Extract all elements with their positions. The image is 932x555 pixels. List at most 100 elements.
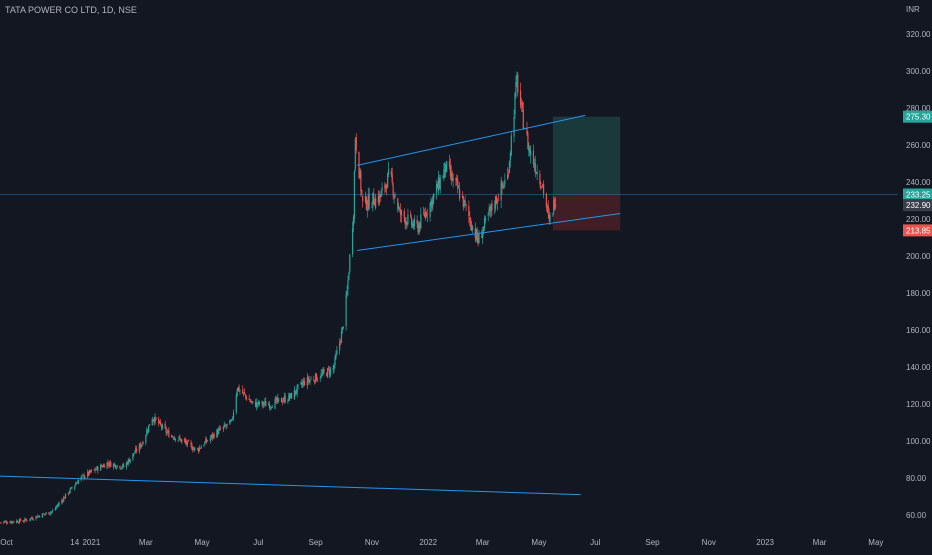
candle-up bbox=[140, 445, 142, 448]
candle-up bbox=[120, 468, 122, 470]
candle-up bbox=[533, 165, 535, 167]
candle-down bbox=[362, 195, 364, 201]
candle-up bbox=[329, 368, 332, 376]
candle-up bbox=[134, 452, 136, 454]
x-tick-label: Oct bbox=[0, 538, 13, 547]
candle-down bbox=[339, 341, 342, 343]
target-price-label: 275.30 bbox=[906, 113, 931, 122]
loss-zone[interactable] bbox=[552, 194, 621, 231]
candle-up bbox=[116, 465, 118, 468]
candle-down bbox=[76, 482, 79, 484]
candle-down bbox=[426, 214, 428, 215]
candle-up bbox=[321, 373, 323, 375]
candle-down bbox=[22, 521, 24, 522]
candle-up bbox=[349, 254, 351, 272]
candle-up bbox=[429, 203, 431, 217]
candle-up bbox=[80, 476, 82, 481]
candle-up bbox=[146, 430, 148, 436]
candle-up bbox=[63, 497, 65, 502]
candle-down bbox=[469, 217, 471, 220]
candle-down bbox=[155, 417, 157, 420]
candle-up bbox=[232, 412, 235, 420]
candle-up bbox=[407, 214, 409, 225]
candle-up bbox=[216, 429, 218, 438]
candle-up bbox=[483, 218, 486, 228]
candle-down bbox=[373, 194, 375, 205]
candle-down bbox=[62, 500, 64, 502]
candle-down bbox=[390, 171, 392, 175]
candle-down bbox=[471, 225, 473, 231]
candle-up bbox=[319, 378, 321, 380]
channel-upper-line[interactable] bbox=[357, 114, 586, 166]
profit-zone[interactable] bbox=[552, 116, 621, 195]
candle-up bbox=[288, 394, 290, 401]
candle-down bbox=[83, 474, 85, 478]
candle-up bbox=[132, 453, 134, 460]
candle-up bbox=[433, 193, 435, 199]
candle-up bbox=[4, 521, 6, 523]
candle-up bbox=[205, 438, 207, 443]
candle-down bbox=[470, 218, 472, 226]
candle-down bbox=[417, 224, 419, 233]
candle-up bbox=[75, 483, 77, 486]
long-trendline[interactable] bbox=[0, 475, 581, 496]
candle-up bbox=[275, 398, 277, 400]
candle-down bbox=[497, 200, 499, 202]
candle-down bbox=[468, 206, 470, 216]
candle-up bbox=[16, 520, 18, 523]
candle-up bbox=[515, 81, 517, 96]
candle-down bbox=[449, 166, 451, 176]
candle-up bbox=[385, 184, 387, 189]
candle-up bbox=[378, 193, 380, 204]
candle-up bbox=[203, 445, 205, 446]
candle-up bbox=[181, 439, 183, 442]
candle-down bbox=[123, 464, 125, 468]
x-tick-label: Mar bbox=[139, 538, 153, 547]
candle-up bbox=[3, 521, 5, 523]
candle-down bbox=[251, 401, 253, 402]
candle-up bbox=[371, 206, 373, 208]
candle-down bbox=[108, 464, 110, 466]
x-tick-label: Sep bbox=[645, 538, 660, 547]
candle-up bbox=[364, 195, 367, 203]
candle-up bbox=[193, 448, 195, 451]
candle-up bbox=[366, 206, 368, 211]
candle-up bbox=[514, 93, 516, 115]
candle-down bbox=[26, 519, 28, 521]
candle-up bbox=[96, 466, 98, 470]
candle-down bbox=[456, 178, 458, 182]
channel-lower-line[interactable] bbox=[357, 212, 621, 251]
y-tick-label: 260.00 bbox=[906, 141, 931, 150]
candle-down bbox=[103, 464, 105, 468]
x-tick-label: May bbox=[531, 538, 546, 547]
x-tick-label: Nov bbox=[702, 538, 716, 547]
candle-up bbox=[166, 432, 168, 434]
candle-up bbox=[237, 387, 239, 391]
candle-up bbox=[418, 224, 420, 234]
y-tick-label: 280.00 bbox=[906, 104, 931, 113]
candle-up bbox=[200, 446, 202, 449]
candle-up bbox=[339, 342, 341, 350]
candle-up bbox=[263, 404, 265, 405]
candle-up bbox=[74, 485, 76, 489]
candle-down bbox=[392, 184, 394, 196]
candle-down bbox=[31, 517, 33, 520]
candle-down bbox=[71, 487, 73, 489]
candle-up bbox=[553, 199, 555, 213]
candle-up bbox=[432, 196, 434, 206]
candle-down bbox=[139, 443, 141, 448]
candle-down bbox=[89, 470, 92, 473]
candle-down bbox=[97, 466, 99, 471]
candle-up bbox=[69, 488, 71, 493]
candle-down bbox=[545, 193, 547, 208]
candle-up bbox=[198, 447, 200, 451]
y-tick-label: 320.00 bbox=[906, 30, 931, 39]
target-price-label-bg bbox=[903, 110, 932, 123]
candle-up bbox=[502, 185, 504, 187]
candle-up bbox=[28, 519, 31, 521]
candle-up bbox=[504, 179, 506, 185]
candle-up bbox=[450, 172, 452, 178]
candle-up bbox=[252, 401, 254, 402]
